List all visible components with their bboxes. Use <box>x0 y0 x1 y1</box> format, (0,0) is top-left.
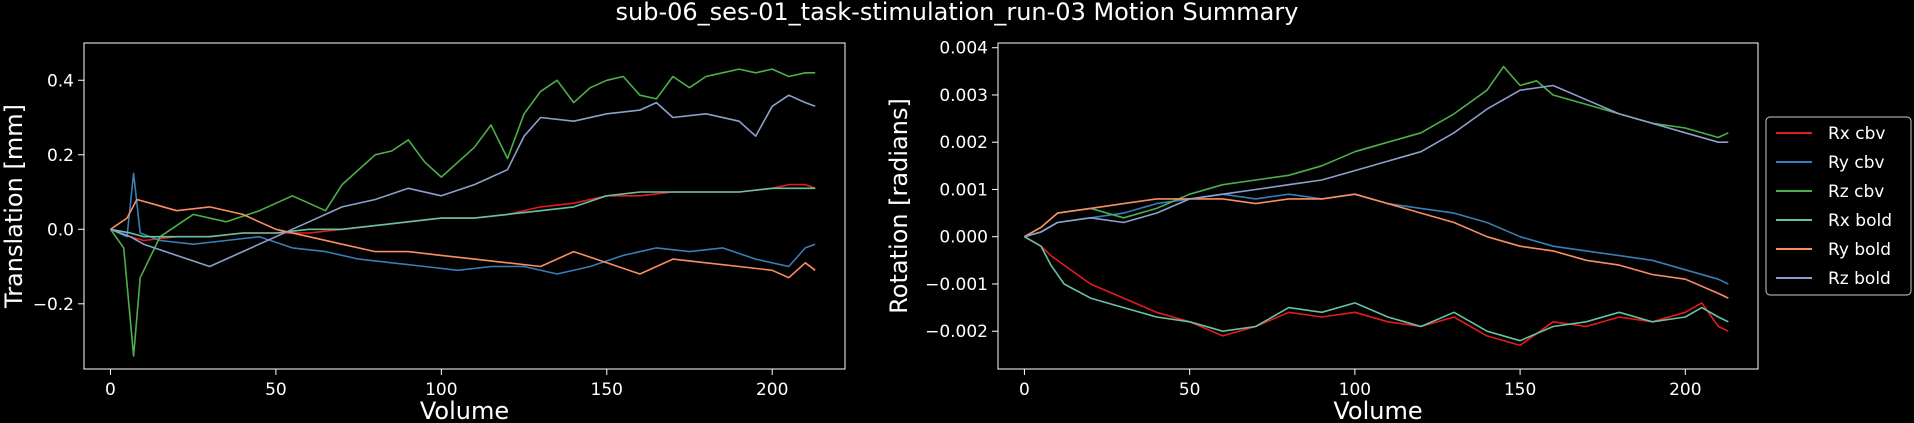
rotation-plot-frame <box>997 42 1759 370</box>
translation-x-axis-label: Volume <box>420 397 509 423</box>
rotation-panel: 0 50 100 150 200 −0.002 −0.001 0.000 0.001 0.002 0… <box>885 39 1759 423</box>
translation-xtick-label: 100 <box>425 380 457 400</box>
rotation-xtick-label: 100 <box>1339 380 1371 400</box>
legend-label-5: Rz bold <box>1828 269 1891 289</box>
rotation-series-line-0 <box>1024 236 1729 347</box>
rotation-series-line-4 <box>1024 193 1729 299</box>
translation-y-axis-label: Translation [mm] <box>0 104 28 309</box>
rotation-xtick-label: 50 <box>1179 380 1201 400</box>
legend-label-3: Rx bold <box>1828 211 1892 231</box>
translation-ytick-label: 0.4 <box>47 71 74 91</box>
rotation-xtick-label: 0 <box>1019 380 1030 400</box>
rotation-xtick-label: 200 <box>1669 380 1701 400</box>
legend: Rx cbv Ry cbv Rz cbv Rx bold Ry bold Rz bold <box>1765 116 1912 296</box>
rotation-ytick-label: 0.001 <box>939 180 988 200</box>
translation-series-line-3 <box>110 187 816 238</box>
translation-series-line-0 <box>110 183 816 242</box>
rotation-ytick-label: 0.004 <box>939 39 988 59</box>
rotation-ytick-label: −0.002 <box>925 322 988 342</box>
rotation-ytick-label: 0.002 <box>939 133 988 153</box>
legend-label-0: Rx cbv <box>1828 124 1885 144</box>
rotation-ytick-label: −0.001 <box>925 275 988 295</box>
translation-series-line-1 <box>110 172 816 275</box>
translation-ytick-label: 0.2 <box>47 146 74 166</box>
translation-xtick-label: 150 <box>591 380 623 400</box>
rotation-y-axis-label: Rotation [radians] <box>885 98 913 314</box>
rotation-xtick-label: 150 <box>1504 380 1536 400</box>
translation-ytick-label: −0.2 <box>33 295 74 315</box>
rotation-series-line-1 <box>1024 193 1729 285</box>
translation-series-line-4 <box>110 198 816 279</box>
rotation-series-line-5 <box>1024 84 1729 238</box>
rotation-series-line-3 <box>1024 236 1729 342</box>
translation-xtick-label: 50 <box>265 380 287 400</box>
legend-label-1: Ry cbv <box>1828 153 1885 173</box>
legend-label-4: Ry bold <box>1828 240 1891 260</box>
translation-plot-frame <box>83 42 846 370</box>
translation-ytick-label: 0.0 <box>47 220 74 240</box>
translation-panel: 0 50 100 150 200 −0.2 0.0 0.2 0.4 Volume Translati… <box>0 42 846 423</box>
legend-label-2: Rz cbv <box>1828 182 1884 202</box>
translation-series-line-5 <box>110 94 816 268</box>
translation-xtick-label: 200 <box>756 380 788 400</box>
translation-xtick-label: 0 <box>105 380 116 400</box>
rotation-x-axis-label: Volume <box>1333 397 1422 423</box>
rotation-ytick-label: 0.000 <box>939 228 988 248</box>
translation-series-line-2 <box>109 68 816 357</box>
figure-title: sub-06_ses-01_task-stimulation_run-03 Mo… <box>615 0 1299 26</box>
rotation-ytick-label: 0.003 <box>939 86 988 106</box>
